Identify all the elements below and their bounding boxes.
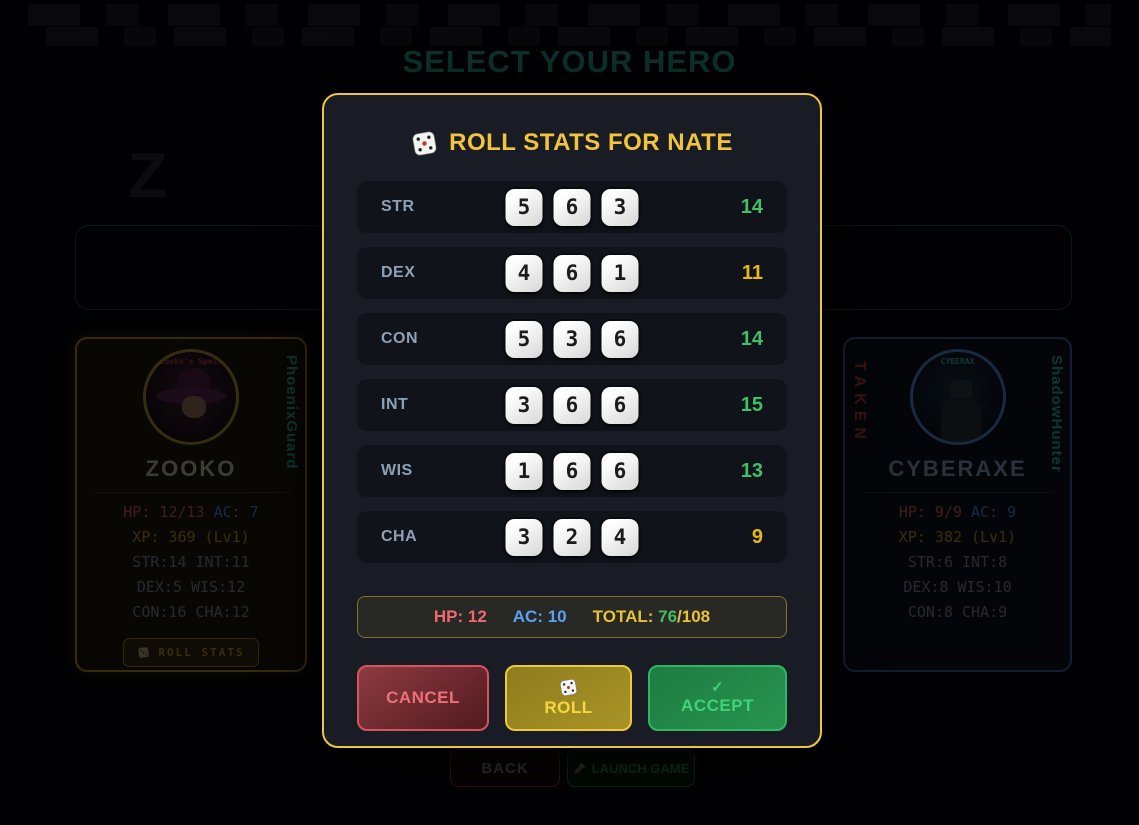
roll-stats-modal: ROLL STATS FOR NATE STR 5 6 3 14 DEX 4 6 1 11 CON 5…	[322, 93, 822, 748]
die: 6	[601, 386, 639, 424]
stat-total: 13	[740, 459, 763, 482]
stat-rows: STR 5 6 3 14 DEX 4 6 1 11 CON 5 3 6 14 INT 3 6 6 15 WIS 1 6 6 13…	[357, 181, 787, 577]
cancel-label: CANCEL	[386, 688, 460, 707]
summary-hp: HP: 12	[433, 607, 487, 626]
stat-label: CON	[381, 330, 419, 347]
stat-label: DEX	[381, 264, 416, 281]
die: 2	[553, 518, 591, 556]
summary-total-label: TOTAL:	[592, 607, 654, 626]
stat-total: 14	[740, 327, 763, 350]
stat-row-wis: WIS 1 6 6 13	[357, 445, 787, 497]
stat-label: INT	[381, 396, 409, 413]
modal-title-text: ROLL STATS FOR NATE	[449, 129, 733, 156]
stat-row-str: STR 5 6 3 14	[357, 181, 787, 233]
die: 6	[553, 386, 591, 424]
roll-label: ROLL	[544, 698, 593, 717]
die: 6	[601, 452, 639, 490]
die: 6	[601, 320, 639, 358]
stat-row-con: CON 5 3 6 14	[357, 313, 787, 365]
die: 5	[505, 320, 543, 358]
die: 1	[601, 254, 639, 292]
die: 3	[553, 320, 591, 358]
summary-total-max: /108	[677, 607, 711, 626]
summary-bar: HP: 12 AC: 10 TOTAL: 76/108	[357, 596, 787, 638]
modal-buttons: CANCEL ROLL ✓ ACCEPT	[357, 665, 787, 731]
stat-label: CHA	[381, 528, 418, 545]
dice-icon	[560, 679, 577, 696]
stat-total: 15	[740, 393, 763, 416]
die: 6	[553, 452, 591, 490]
dice-icon	[412, 131, 437, 155]
die: 4	[601, 518, 639, 556]
die: 1	[505, 452, 543, 490]
check-icon: ✓	[710, 679, 725, 696]
accept-label: ACCEPT	[681, 696, 754, 715]
stat-total: 9	[751, 525, 763, 548]
accept-button[interactable]: ✓ ACCEPT	[648, 665, 787, 731]
modal-title: ROLL STATS FOR NATE	[357, 127, 787, 159]
stat-total: 14	[740, 195, 763, 218]
die: 4	[505, 254, 543, 292]
roll-button[interactable]: ROLL	[505, 665, 632, 731]
stat-total: 11	[741, 261, 763, 284]
cancel-button[interactable]: CANCEL	[357, 665, 489, 731]
die: 3	[601, 188, 639, 226]
summary-total-current: 76	[658, 607, 678, 626]
stat-label: WIS	[381, 462, 413, 479]
summary-ac: AC: 10	[512, 607, 567, 626]
stat-row-int: INT 3 6 6 15	[357, 379, 787, 431]
stat-row-dex: DEX 4 6 1 11	[357, 247, 787, 299]
die: 3	[505, 386, 543, 424]
die: 6	[553, 254, 591, 292]
die: 3	[505, 518, 543, 556]
die: 6	[553, 188, 591, 226]
stat-label: STR	[381, 198, 415, 215]
summary-total: TOTAL: 76/108	[593, 607, 711, 627]
stat-row-cha: CHA 3 2 4 9	[357, 511, 787, 563]
die: 5	[505, 188, 543, 226]
